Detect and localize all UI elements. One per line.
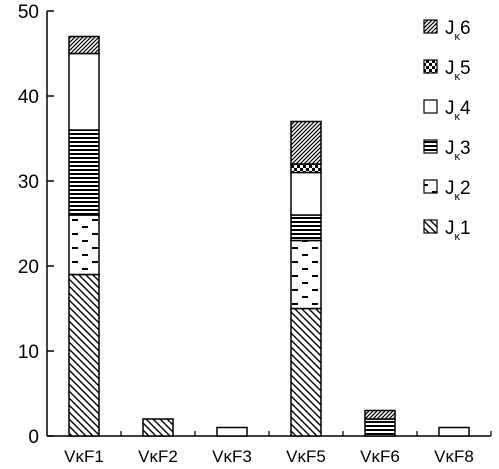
bar-segment-jκ1 — [142, 418, 174, 437]
x-category-label: VκF6 — [360, 447, 400, 466]
legend-label-base: J — [445, 18, 455, 39]
legend-label: Jκ2 — [445, 178, 471, 203]
legend-label-subscript: κ — [455, 111, 461, 123]
bar-segment-jκ2 — [290, 239, 322, 310]
bar-segment-jκ2 — [68, 214, 100, 276]
legend-swatch — [423, 219, 438, 234]
legend-label-subscript: κ — [455, 151, 461, 163]
y-tick-label: 0 — [28, 427, 39, 448]
legend-label-number: 2 — [460, 178, 471, 199]
bar-segment-jκ1 — [68, 273, 100, 437]
legend-label-number: 4 — [460, 98, 471, 119]
legend-swatch — [423, 19, 438, 34]
y-tick-labels: 0 10 20 30 40 50 — [18, 2, 39, 448]
legend-label-base: J — [445, 218, 455, 239]
legend-label-number: 5 — [460, 58, 471, 79]
legend-label-base: J — [445, 178, 455, 199]
legend-label-subscript: κ — [455, 191, 461, 203]
legend-label-base: J — [445, 58, 455, 79]
legend-label: Jκ1 — [445, 218, 471, 243]
legend-label-base: J — [445, 138, 455, 159]
bar-segment-jκ6 — [290, 120, 322, 165]
legend-label: Jκ6 — [445, 18, 471, 43]
bar-segment-jκ4 — [68, 52, 100, 131]
bar-segment-jκ3 — [364, 418, 396, 437]
y-tick-label: 40 — [18, 87, 39, 108]
legend-label-number: 6 — [460, 18, 471, 39]
bar-segment-jκ4 — [438, 426, 470, 437]
legend-swatch — [423, 179, 438, 194]
x-tick-labels: VκF1 VκF2 VκF3 VκF5 VκF6 VκF8 — [64, 447, 474, 466]
x-category-label: VκF8 — [434, 447, 474, 466]
bar-segment-jκ3 — [68, 129, 100, 216]
axes — [46, 10, 492, 437]
legend-label-number: 3 — [460, 138, 471, 159]
legend-label-number: 1 — [460, 218, 471, 239]
legend-swatch — [423, 59, 438, 74]
legend-label: Jκ4 — [445, 98, 471, 123]
legend-label: Jκ3 — [445, 138, 471, 163]
bar-segment-jκ4 — [290, 171, 322, 216]
y-tick-label: 50 — [18, 2, 39, 23]
bar-segment-jκ1 — [290, 307, 322, 437]
y-tick-label: 30 — [18, 172, 39, 193]
legend-label-base: J — [445, 98, 455, 119]
x-category-label: VκF1 — [64, 447, 104, 466]
legend-swatch — [423, 139, 438, 154]
y-tick-label: 10 — [18, 342, 39, 363]
legend-label-subscript: κ — [455, 71, 461, 83]
bar-segment-jκ6 — [68, 35, 100, 55]
bars — [68, 35, 470, 437]
legend-label-subscript: κ — [455, 31, 461, 43]
bar-segment-jκ3 — [290, 214, 322, 242]
x-category-label: VκF5 — [286, 447, 326, 466]
legend-label: Jκ5 — [445, 58, 471, 83]
x-category-label: VκF3 — [212, 447, 252, 466]
bar-segment-jκ6 — [364, 409, 396, 420]
bar-segment-jκ4 — [216, 426, 248, 437]
bar-segment-jκ5 — [290, 163, 322, 174]
legend-label-subscript: κ — [455, 231, 461, 243]
x-category-label: VκF2 — [138, 447, 178, 466]
legend-swatch — [423, 99, 438, 114]
y-tick-label: 20 — [18, 257, 39, 278]
